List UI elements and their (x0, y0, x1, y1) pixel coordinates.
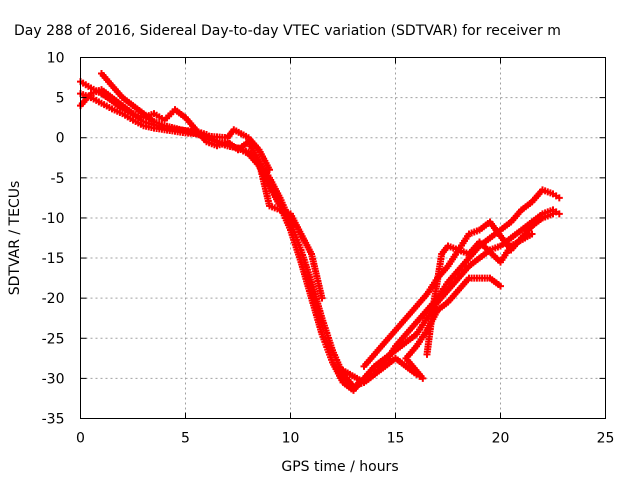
y-tick-label: -5 (51, 171, 65, 187)
data-point (528, 230, 536, 238)
y-axis-title: SDTVAR / TECUs (7, 181, 23, 296)
chart-title: Day 288 of 2016, Sidereal Day-to-day VTE… (14, 23, 561, 39)
data-point (549, 210, 557, 218)
y-tick-label: -30 (42, 371, 65, 387)
data-point (555, 194, 563, 202)
x-tick-label: 15 (387, 431, 405, 447)
x-tick-label: 20 (492, 431, 510, 447)
data-point (497, 282, 504, 290)
plot-frame (80, 57, 606, 419)
data-series (98, 70, 557, 370)
x-tick-labels: 0 5 10 15 20 25 (76, 431, 614, 447)
y-tick-labels: 10 5 0 -5 -10 -15 -20 -25 -30 -35 (42, 51, 65, 428)
y-tick-label: -20 (42, 291, 65, 307)
data-series (77, 86, 504, 386)
data-point (266, 166, 273, 174)
x-tick-label: 5 (181, 431, 190, 447)
y-tick-label: -15 (42, 251, 65, 267)
data-point (555, 210, 563, 218)
x-tick-label: 0 (76, 431, 85, 447)
y-tick-label: 10 (47, 51, 65, 67)
y-tick-label: 0 (56, 131, 65, 147)
x-tick-label: 10 (282, 431, 300, 447)
tick-layer (80, 57, 606, 419)
data-point (318, 294, 326, 302)
y-tick-label: -35 (42, 412, 65, 428)
x-axis-title: GPS time / hours (281, 459, 398, 475)
y-tick-label: 5 (56, 91, 65, 107)
y-tick-label: -25 (42, 331, 65, 347)
y-tick-label: -10 (42, 211, 65, 227)
data-layer (77, 70, 563, 394)
x-tick-label: 25 (597, 431, 615, 447)
